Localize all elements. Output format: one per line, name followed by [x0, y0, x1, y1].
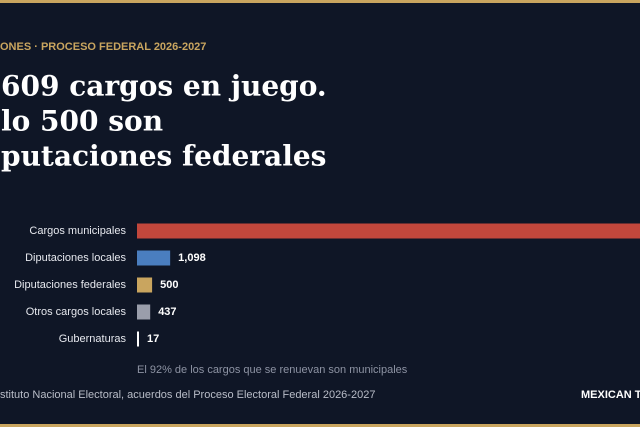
bar: [137, 223, 640, 239]
category-label: Diputaciones federales: [14, 279, 126, 291]
kicker: ONES · PROCESO FEDERAL 2026-2027: [0, 41, 206, 53]
bar: [137, 331, 139, 347]
value-label: 17: [147, 333, 159, 345]
category-label: Cargos municipales: [29, 225, 126, 237]
title-line: putaciones federales: [1, 140, 326, 173]
bar: [137, 304, 151, 320]
brand: MEXICAN TI: [581, 389, 640, 401]
title-line: 609 cargos en juego.: [1, 70, 327, 103]
category-label: Diputaciones locales: [25, 252, 126, 264]
bar: [137, 250, 171, 266]
value-label: 1,098: [178, 252, 206, 264]
source: stituto Nacional Electoral, acuerdos del…: [0, 389, 375, 401]
value-label: 437: [158, 306, 176, 318]
value-label: 500: [160, 279, 178, 291]
title-line: lo 500 son: [1, 105, 163, 138]
note: El 92% de los cargos que se renuevan son…: [137, 364, 408, 376]
bottom-border: [0, 424, 640, 427]
category-label: Gubernaturas: [59, 333, 127, 345]
top-border: [0, 0, 640, 3]
category-label: Otros cargos locales: [26, 306, 127, 318]
bar: [137, 277, 153, 293]
